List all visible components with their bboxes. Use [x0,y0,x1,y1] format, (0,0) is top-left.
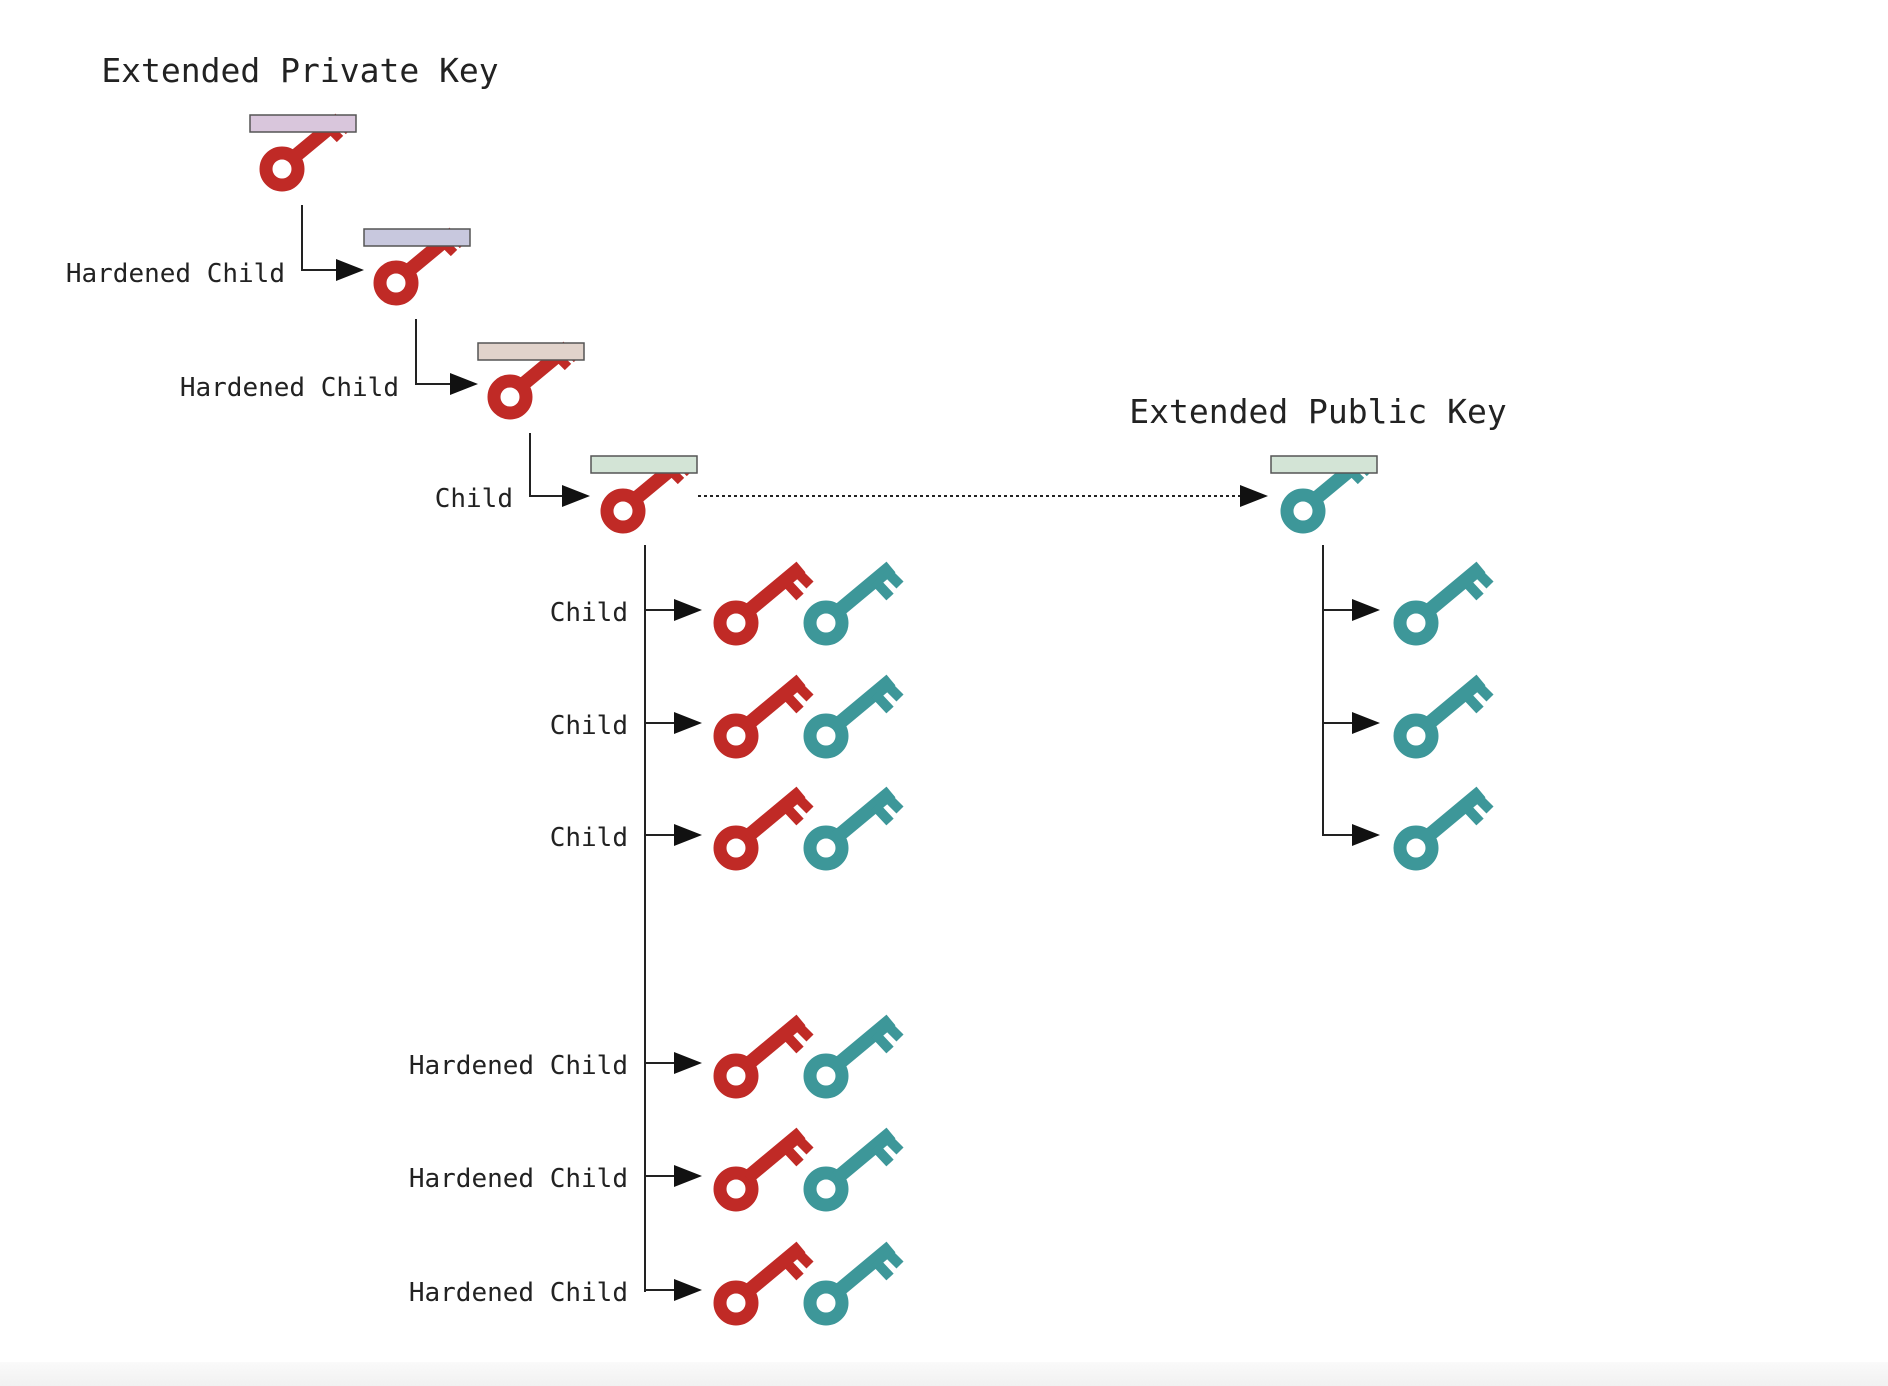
hardened-child-private-key [477,342,585,413]
arrowhead [674,1052,702,1074]
child-label: Child [550,823,628,853]
arrowhead [336,259,364,281]
public-key-icon [1400,567,1490,639]
chain-code-bar [363,228,471,247]
public-key-icon [810,1020,900,1092]
public-branch-row [1323,567,1490,639]
public-branch-row [1323,792,1490,864]
public-branch-row [1323,680,1490,752]
arrowhead [674,1279,702,1301]
branch-row: Hardened Child [409,1247,900,1319]
branch-row: Child [550,680,900,752]
public-key-icon [810,792,900,864]
child-label: Child [435,484,513,514]
hardened-child-label: Hardened Child [409,1278,628,1308]
private-key-icon [720,1247,810,1319]
master-private-key [249,114,357,185]
arrowhead [562,485,590,507]
extended-public-key-title: Extended Public Key [1129,392,1507,431]
bottom-edge-strip [0,1362,1888,1386]
arrowhead [450,373,478,395]
public-key-icon [810,680,900,752]
hardened-child-label: Hardened Child [66,259,285,289]
chain-code-bar [590,455,698,474]
arrowhead [674,1165,702,1187]
child-label: Child [550,598,628,628]
private-key-icon [720,680,810,752]
branch-row: Child [550,792,900,864]
branch-row: Hardened Child [409,1133,900,1205]
public-key-icon [810,1133,900,1205]
hardened-child-private-key [363,228,471,299]
extended-private-key-title: Extended Private Key [101,51,498,90]
chain-code-bar [1270,455,1378,474]
arrowhead [1352,824,1380,846]
connector-line [301,205,340,271]
hardened-child-label: Hardened Child [409,1164,628,1194]
private-key-icon [720,1133,810,1205]
public-key-icon [1400,680,1490,752]
branch-row: Hardened Child [409,1020,900,1092]
branch-row: Child [550,567,900,639]
chain-code-bar [477,342,585,361]
connector-line [415,319,454,385]
hardened-child-label: Hardened Child [409,1051,628,1081]
arrowhead [1240,485,1268,507]
child-label: Child [550,711,628,741]
arrowhead [674,599,702,621]
arrowhead [674,712,702,734]
arrowhead [674,824,702,846]
extended-public-key [1270,455,1378,527]
arrowhead [1352,599,1380,621]
child-private-key [590,455,698,527]
connector-line [529,433,566,497]
public-key-icon [810,567,900,639]
private-key-icon [720,567,810,639]
chain-code-bar [249,114,357,133]
hardened-child-label: Hardened Child [180,373,399,403]
private-key-icon [720,792,810,864]
public-key-icon [1400,792,1490,864]
private-key-icon [720,1020,810,1092]
public-key-icon [810,1247,900,1319]
arrowhead [1352,712,1380,734]
